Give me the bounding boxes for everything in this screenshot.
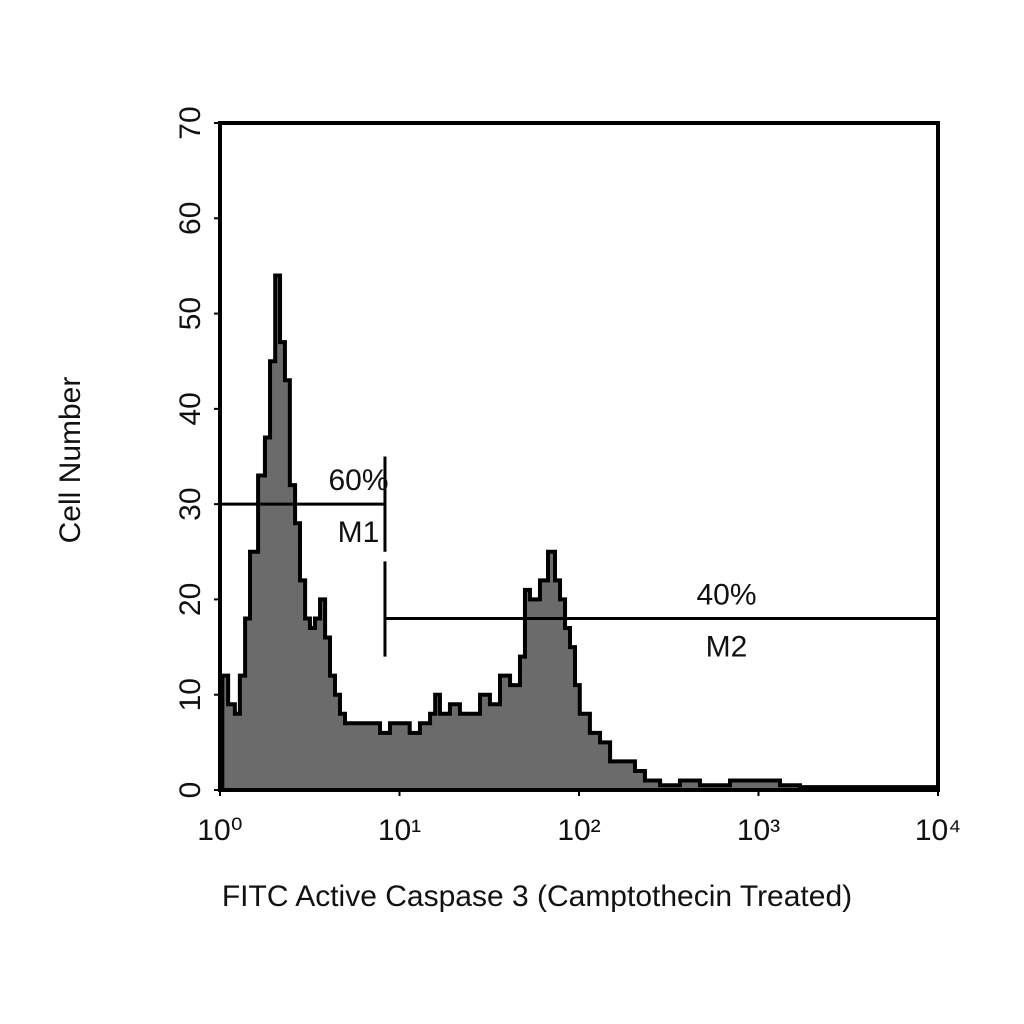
x-tick-label: 10⁴ [915,814,961,847]
y-tick-label: 0 [174,782,207,799]
x-axis-label: FITC Active Caspase 3 (Camptothecin Trea… [222,880,852,913]
x-tick-label: 10³ [737,814,780,847]
y-tick-label: 70 [174,106,207,139]
x-tick-label: 10² [557,814,600,847]
gate-percent: 40% [696,578,756,611]
y-tick-label: 10 [174,678,207,711]
y-tick-label: 50 [174,297,207,330]
y-tick-label: 40 [174,392,207,425]
gate-name: M1 [338,516,380,549]
histogram [220,273,940,792]
x-tick-label: 10⁰ [197,814,242,847]
y-tick-label: 30 [174,487,207,520]
x-tick-label: 10¹ [378,814,421,847]
y-axis-label: Cell Number [54,377,87,544]
y-tick-label: 60 [174,202,207,235]
y-tick-label: 20 [174,583,207,616]
gate-name: M2 [706,630,748,663]
gate-percent: 60% [328,464,388,497]
